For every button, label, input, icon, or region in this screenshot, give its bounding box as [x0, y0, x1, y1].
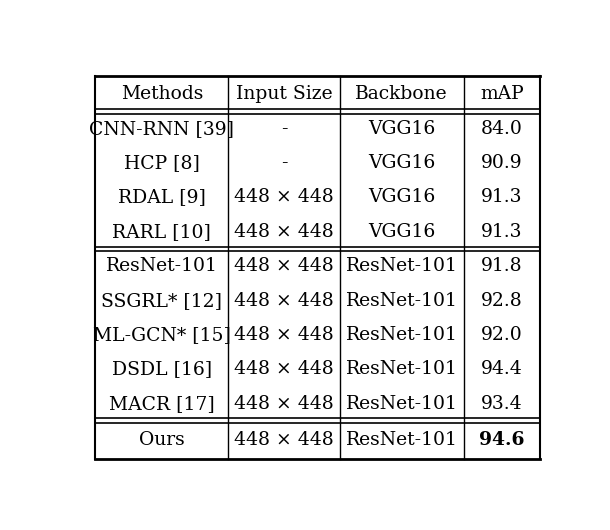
Text: MACR [17]: MACR [17] [109, 395, 215, 413]
Text: Methods: Methods [121, 85, 203, 103]
Text: RARL [10]: RARL [10] [112, 223, 211, 241]
Text: DSDL [16]: DSDL [16] [112, 360, 212, 378]
Text: 92.0: 92.0 [481, 326, 523, 344]
Text: -: - [281, 120, 287, 138]
Text: 448 × 448: 448 × 448 [234, 360, 334, 378]
Text: Ours: Ours [139, 431, 185, 449]
Text: ResNet-101: ResNet-101 [346, 360, 458, 378]
Text: 92.8: 92.8 [481, 292, 523, 310]
Text: 448 × 448: 448 × 448 [234, 292, 334, 310]
Text: 91.3: 91.3 [481, 189, 523, 206]
Text: ML-GCN* [15]: ML-GCN* [15] [93, 326, 231, 344]
Text: VGG16: VGG16 [368, 189, 436, 206]
Text: CNN-RNN [39]: CNN-RNN [39] [89, 120, 234, 138]
Text: Backbone: Backbone [356, 85, 448, 103]
Text: VGG16: VGG16 [368, 154, 436, 172]
Text: ResNet-101: ResNet-101 [346, 395, 458, 413]
Text: 94.4: 94.4 [481, 360, 523, 378]
Text: mAP: mAP [480, 85, 523, 103]
Text: ResNet-101: ResNet-101 [346, 292, 458, 310]
Text: 94.6: 94.6 [479, 431, 525, 449]
Text: 448 × 448: 448 × 448 [234, 189, 334, 206]
Text: Input Size: Input Size [235, 85, 332, 103]
Text: SSGRL* [12]: SSGRL* [12] [101, 292, 222, 310]
Text: VGG16: VGG16 [368, 223, 436, 241]
Text: 448 × 448: 448 × 448 [234, 395, 334, 413]
Text: ResNet-101: ResNet-101 [346, 431, 458, 449]
Text: ResNet-101: ResNet-101 [106, 257, 218, 275]
Text: 90.9: 90.9 [481, 154, 523, 172]
Text: 93.4: 93.4 [481, 395, 523, 413]
Text: 448 × 448: 448 × 448 [234, 326, 334, 344]
Text: HCP [8]: HCP [8] [124, 154, 199, 172]
Text: ResNet-101: ResNet-101 [346, 326, 458, 344]
Text: 448 × 448: 448 × 448 [234, 431, 334, 449]
Text: 91.8: 91.8 [481, 257, 523, 275]
Text: ResNet-101: ResNet-101 [346, 257, 458, 275]
Text: 448 × 448: 448 × 448 [234, 223, 334, 241]
Text: 84.0: 84.0 [481, 120, 523, 138]
Text: VGG16: VGG16 [368, 120, 436, 138]
Text: RDAL [9]: RDAL [9] [118, 189, 206, 206]
Text: 91.3: 91.3 [481, 223, 523, 241]
Text: 448 × 448: 448 × 448 [234, 257, 334, 275]
Text: -: - [281, 154, 287, 172]
